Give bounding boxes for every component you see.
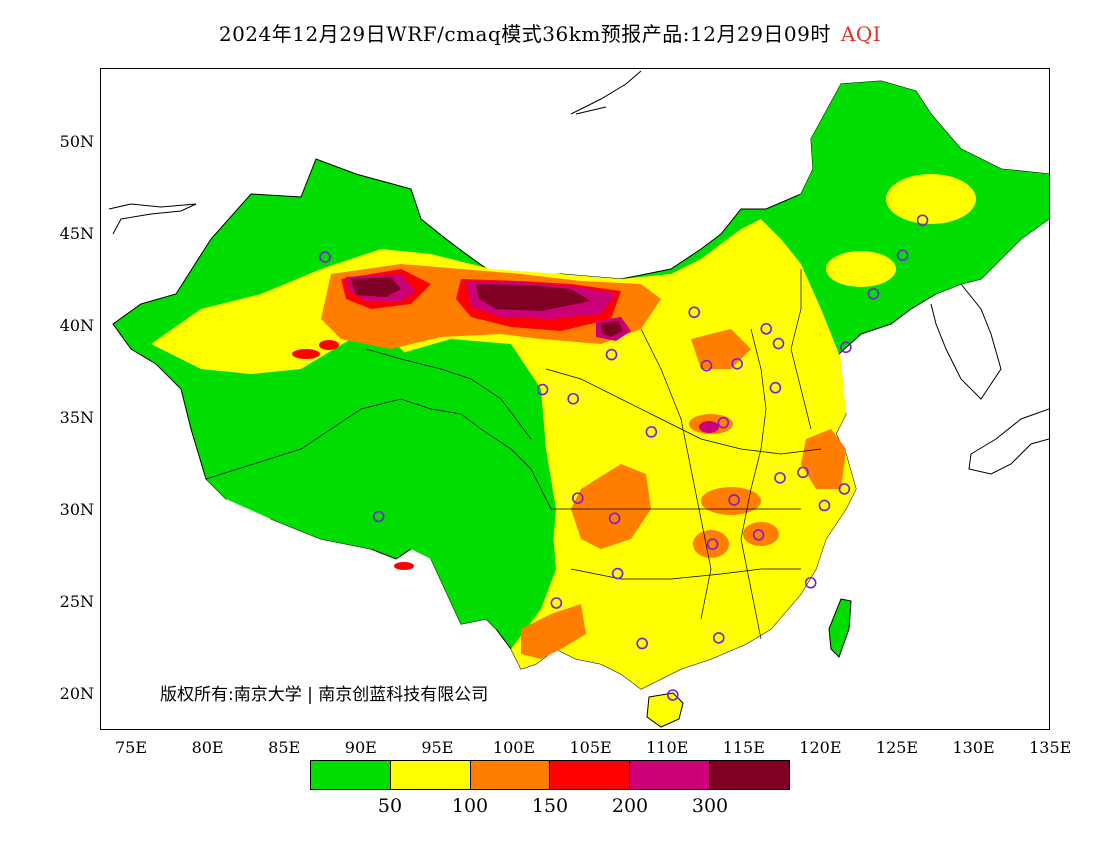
station-marker	[916, 214, 929, 227]
x-axis-label: 125E	[875, 738, 919, 757]
map-area	[100, 68, 1050, 730]
aqi-red-xinjiang-south2	[319, 340, 339, 350]
legend-label: 200	[611, 795, 649, 817]
station-marker	[804, 576, 817, 589]
station-marker	[769, 381, 782, 394]
x-axis-label: 105E	[569, 738, 612, 757]
x-axis-label: 95E	[421, 738, 454, 757]
kazakhstan-lake-outline	[108, 203, 197, 235]
y-axis-label: 40N	[59, 316, 94, 335]
y-axis-label: 30N	[59, 500, 94, 519]
station-marker	[700, 359, 713, 372]
x-axis-label: 135E	[1029, 738, 1072, 757]
y-axis-label: 35N	[59, 408, 94, 427]
station-marker	[717, 416, 730, 429]
station-marker	[550, 597, 563, 609]
title-variable: AQI	[840, 22, 882, 46]
station-marker	[728, 494, 740, 506]
aqi-orange-yunnan	[521, 604, 586, 659]
legend-label: 300	[691, 795, 729, 817]
station-marker	[867, 288, 880, 300]
korea-peninsula	[930, 283, 1002, 400]
x-axis-label: 100E	[492, 738, 536, 757]
x-axis-label: 115E	[722, 738, 765, 757]
legend-color-bin	[710, 761, 789, 789]
y-axis-label: 50N	[59, 132, 94, 151]
station-marker	[706, 538, 719, 550]
province-boundaries	[205, 269, 822, 640]
station-marker	[772, 337, 785, 350]
x-axis-label: 110E	[646, 738, 689, 757]
station-marker	[797, 466, 809, 479]
station-marker	[774, 472, 786, 484]
x-axis-label: 85E	[268, 738, 301, 757]
monitoring-stations	[319, 214, 929, 701]
aqi-maroon-hotspot-2	[476, 284, 591, 311]
legend-color-bin	[630, 761, 711, 789]
title-main: 2024年12月29日WRF/cmaq模式36km预报产品:12月29日09时	[218, 22, 831, 46]
legend-label: 150	[531, 795, 569, 817]
station-marker	[731, 357, 743, 370]
station-marker	[760, 323, 773, 335]
aqi-legend	[310, 760, 790, 790]
x-axis-label: 75E	[114, 738, 148, 757]
x-axis-label: 130E	[952, 738, 995, 757]
aqi-green-plateau	[191, 339, 556, 634]
map-title: 2024年12月29日WRF/cmaq模式36km预报产品:12月29日09时 A…	[0, 18, 1100, 47]
legend-color-bin	[390, 761, 471, 789]
station-marker	[536, 383, 549, 396]
station-marker	[688, 306, 701, 319]
station-marker	[608, 512, 621, 525]
aqi-map	[108, 70, 1049, 728]
station-marker	[838, 483, 851, 495]
station-marker	[605, 348, 618, 361]
legend-color-bin	[470, 761, 551, 789]
copyright-text: 版权所有:南京大学 | 南京创蓝科技有限公司	[160, 685, 489, 705]
x-axis-label: 120E	[799, 738, 842, 757]
x-axis-label: 80E	[191, 738, 224, 757]
y-axis-label: 45N	[59, 224, 94, 243]
aqi-orange-jiangsu	[801, 429, 846, 489]
y-axis-label: 25N	[59, 592, 94, 611]
sakhalin-outline	[570, 70, 642, 115]
aqi-orange-hubei	[701, 487, 761, 515]
station-marker	[896, 249, 909, 262]
station-marker	[372, 510, 385, 523]
station-marker	[752, 529, 765, 541]
legend-label: 100	[451, 795, 489, 817]
aqi-yellow-region	[151, 219, 856, 689]
japan-outline	[968, 408, 1049, 475]
legend-color-bin	[550, 761, 631, 789]
legend-color-bin	[311, 761, 391, 789]
taiwan-island	[828, 598, 852, 658]
aqi-maroon-hotspot-3	[601, 321, 623, 337]
hainan-island	[646, 692, 684, 728]
station-marker	[840, 341, 852, 354]
station-marker	[567, 392, 580, 405]
station-marker	[319, 251, 331, 263]
aqi-yellow-ne-2	[826, 251, 896, 287]
aqi-red-xizang-south	[394, 562, 414, 570]
station-marker	[645, 426, 658, 438]
station-marker	[572, 492, 584, 504]
aqi-yellow-ne-1	[886, 174, 976, 224]
aqi-orange-sichuan	[571, 464, 651, 549]
station-marker	[611, 567, 624, 580]
aqi-maroon-hotspot-1	[351, 277, 401, 297]
station-marker	[818, 499, 831, 512]
station-marker	[666, 689, 679, 701]
aqi-red-xinjiang-south	[292, 349, 320, 359]
aqi-red-henan-hotspot	[699, 421, 719, 433]
x-axis-label: 90E	[344, 738, 377, 757]
aqi-orange-hunan	[693, 530, 729, 558]
station-marker	[636, 637, 648, 650]
legend-label: 50	[377, 795, 403, 817]
y-axis-label: 20N	[59, 684, 94, 703]
aqi-orange-jiangxi	[743, 522, 779, 546]
station-marker	[712, 632, 725, 644]
